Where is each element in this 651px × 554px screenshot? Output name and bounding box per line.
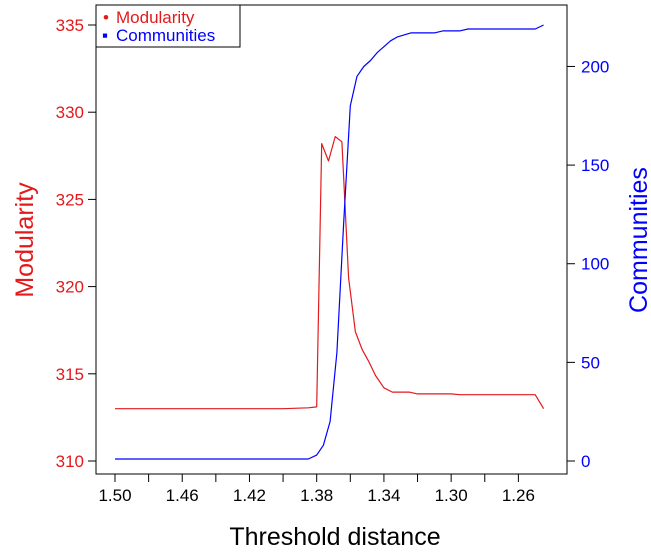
x-tick-label: 1.26 xyxy=(502,486,535,505)
x-axis-title: Threshold distance xyxy=(229,523,440,551)
series-line-modularity xyxy=(115,136,545,410)
x-tick-label: 1.34 xyxy=(367,486,400,505)
x-tick-label: 1.46 xyxy=(166,486,199,505)
series-line-communities xyxy=(115,24,544,460)
x-tick-label: 1.38 xyxy=(300,486,333,505)
y-left-tick-label: 325 xyxy=(56,190,84,209)
y-right-tick-label: 100 xyxy=(581,255,609,274)
y-left-tick-label: 320 xyxy=(56,278,84,297)
y-axis-right-title: Communities xyxy=(625,167,651,313)
y-left-tick-label: 310 xyxy=(56,452,84,471)
y-axis-right: 0 50 100 150 200 xyxy=(567,57,609,471)
legend-marker-communities: ▪ xyxy=(102,26,108,45)
x-tick-label: 1.50 xyxy=(98,486,131,505)
legend: • Modularity ▪ Communities xyxy=(95,4,241,48)
x-tick-label: 1.42 xyxy=(233,486,266,505)
y-right-tick-label: 50 xyxy=(581,353,600,372)
legend-box xyxy=(95,4,241,48)
y-right-tick-label: 150 xyxy=(581,156,609,175)
y-left-tick-label: 330 xyxy=(56,103,84,122)
series-layer xyxy=(115,24,545,460)
legend-marker-modularity: • xyxy=(103,8,109,27)
x-tick-label: 1.30 xyxy=(435,486,468,505)
x-axis: 1.50 1.46 1.42 1.38 1.34 1.30 1.26 xyxy=(98,474,535,505)
legend-label-modularity: Modularity xyxy=(116,8,195,27)
legend-label-communities: Communities xyxy=(116,26,215,45)
y-right-tick-label: 0 xyxy=(581,452,590,471)
y-axis-left: 310 315 320 325 330 335 xyxy=(56,16,96,471)
plot-frame xyxy=(95,4,568,475)
y-left-tick-label: 335 xyxy=(56,16,84,35)
y-right-tick-label: 200 xyxy=(581,57,609,76)
y-left-tick-label: 315 xyxy=(56,365,84,384)
y-axis-left-title: Modularity xyxy=(11,182,39,298)
